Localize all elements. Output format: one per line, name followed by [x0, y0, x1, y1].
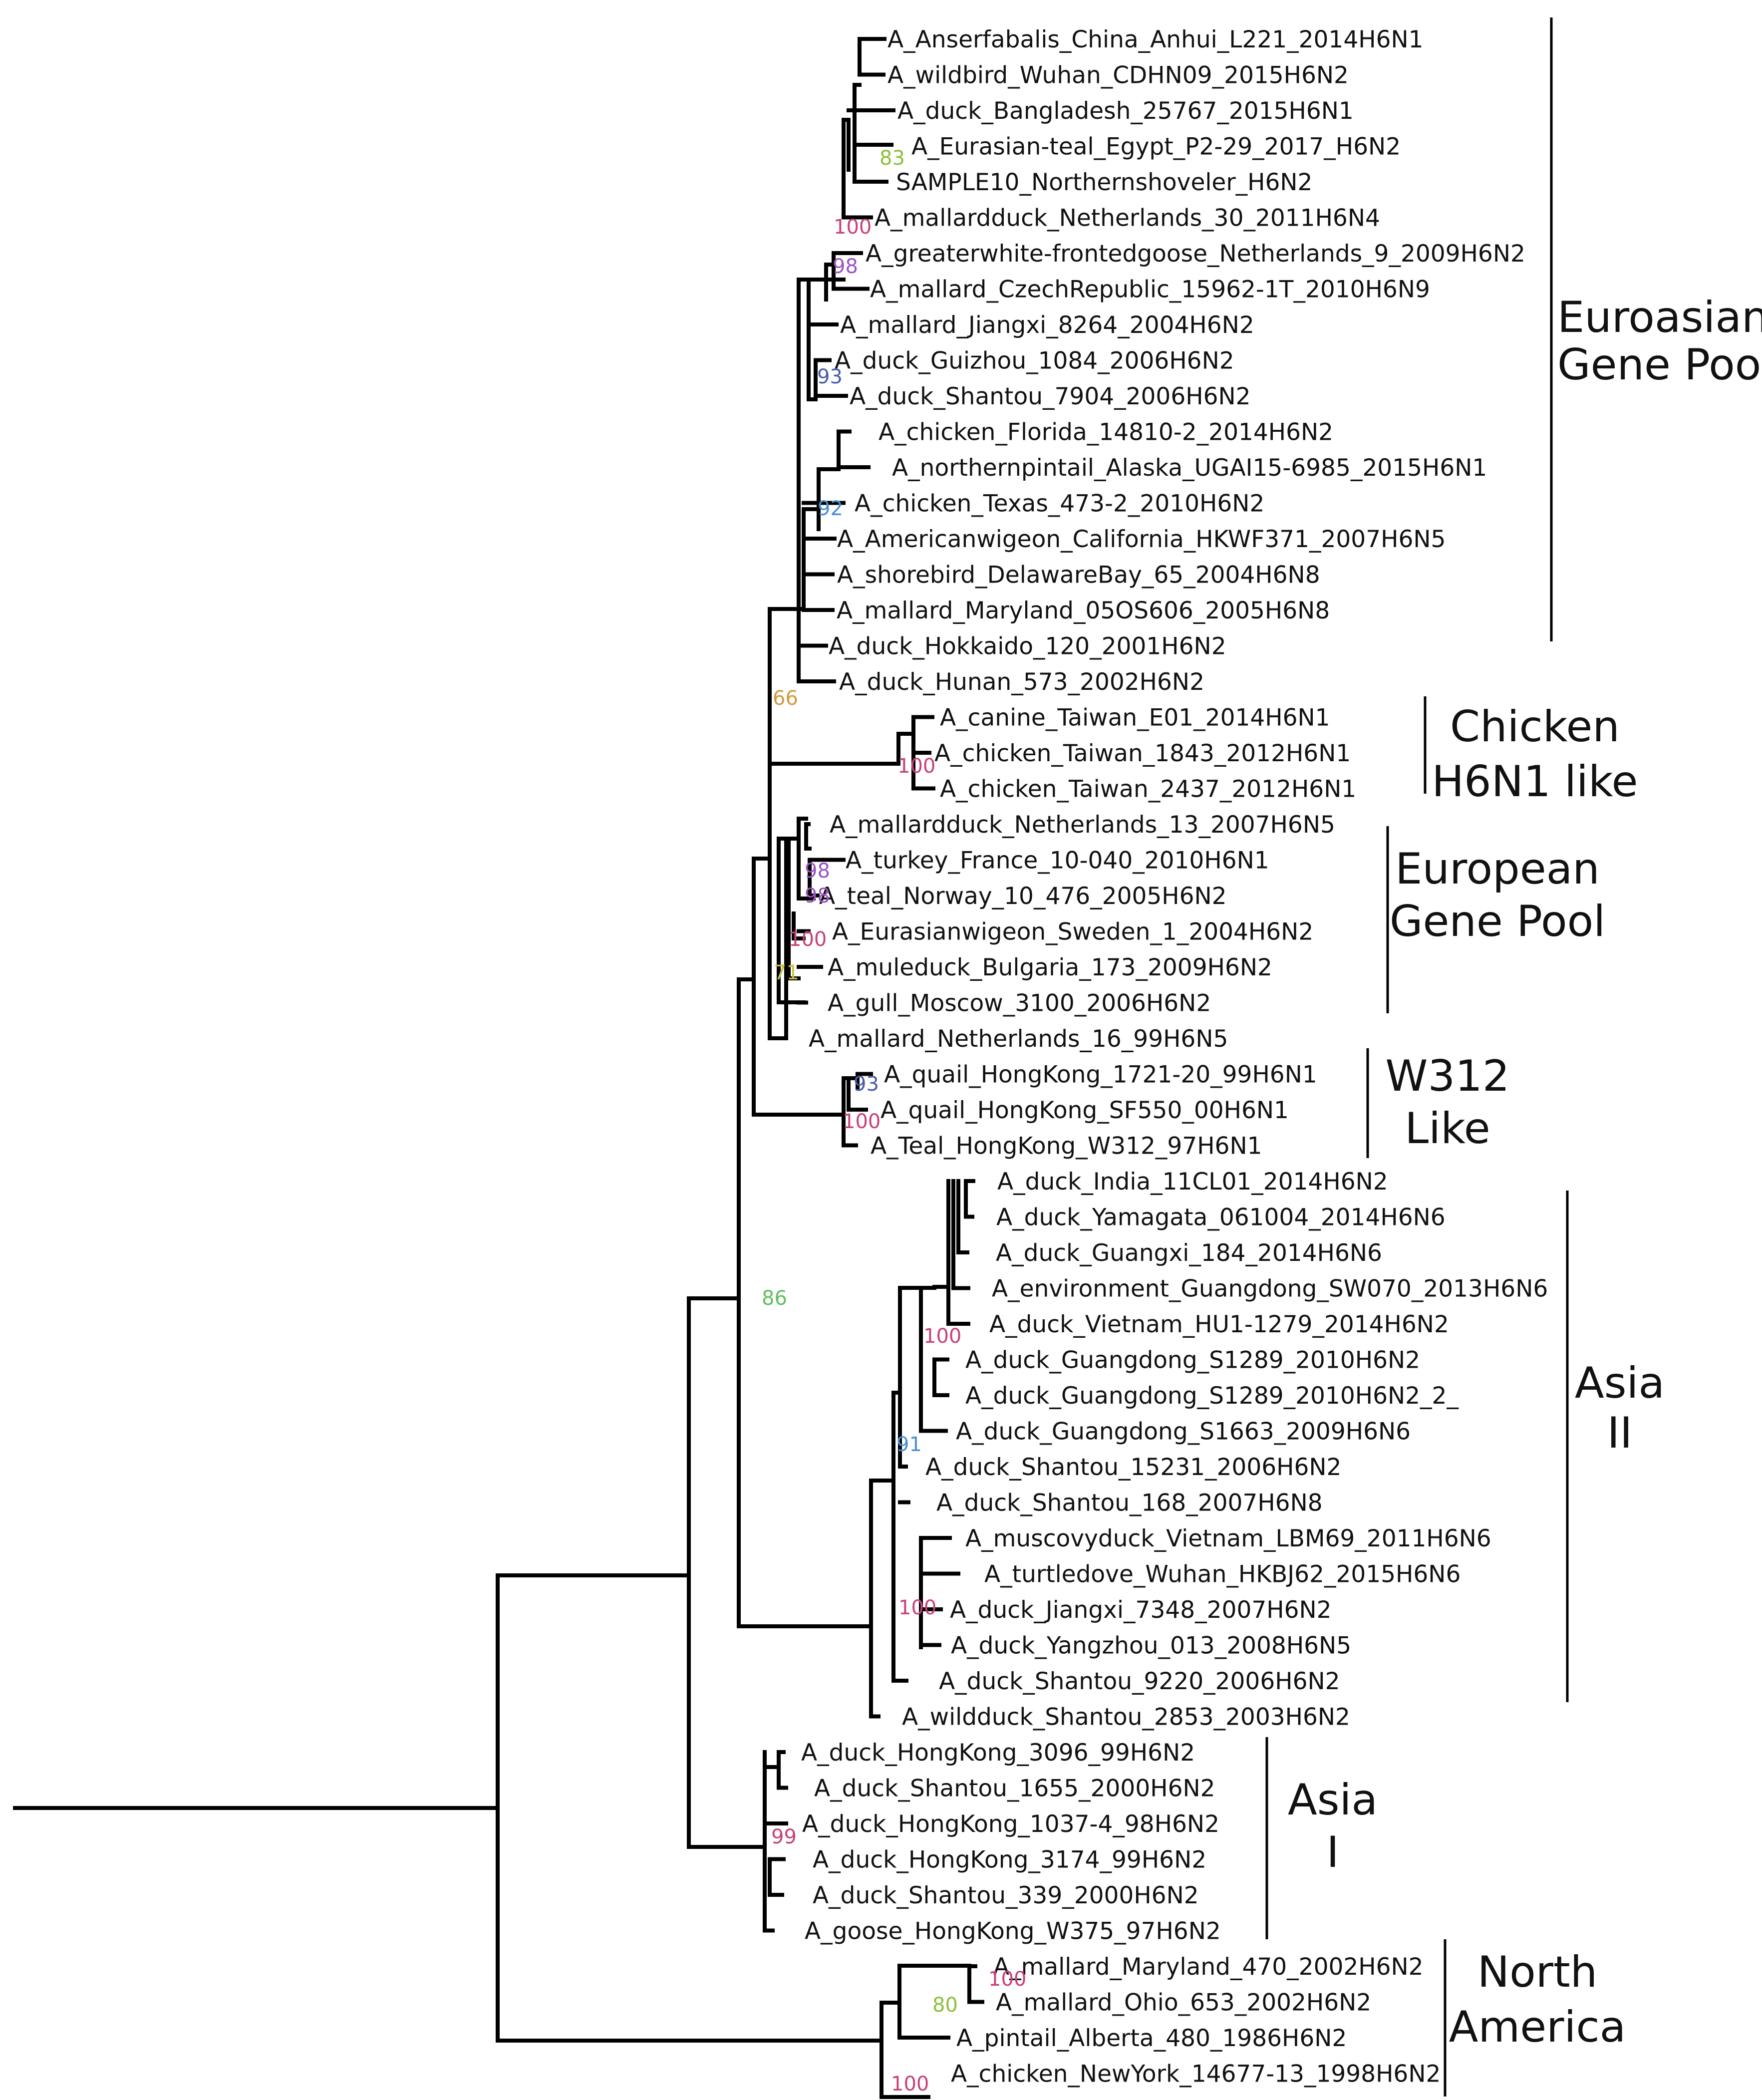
taxon-label: A_duck_HongKong_3096_99H6N2: [801, 1739, 1195, 1767]
taxon-label: A_mallardduck_Netherlands_13_2007H6N5: [830, 811, 1335, 839]
tree-branches: [13, 37, 984, 2099]
taxon-label: A_Eurasianwigeon_Sweden_1_2004H6N2: [832, 918, 1313, 946]
taxon-label: A_duck_Shantou_9220_2006H6N2: [939, 1668, 1340, 1695]
bootstrap-value: 100: [789, 928, 827, 951]
taxon-label: A_duck_Hunan_573_2002H6N2: [839, 668, 1204, 696]
taxon-label: A_Eurasian-teal_Egypt_P2-29_2017_H6N2: [911, 133, 1401, 161]
clade-label-line2: I: [1326, 1827, 1339, 1877]
taxon-label: A_northernpintail_Alaska_UGAI15-6985_201…: [892, 454, 1487, 482]
taxon-label: A_duck_Guangdong_S1289_2010H6N2: [965, 1347, 1420, 1374]
taxon-label: A_mallard_Maryland_470_2002H6N2: [993, 1953, 1424, 1981]
taxon-label: A_duck_Guangdong_S1289_2010H6N2_2_: [965, 1382, 1459, 1410]
taxon-label: A_mallardduck_Netherlands_30_2011H6N4: [875, 205, 1380, 232]
clade-label-line2: Gene Pool: [1390, 897, 1605, 946]
taxon-label: A_quail_HongKong_1721-20_99H6N1: [884, 1061, 1317, 1089]
taxon-label: A_mallard_Netherlands_16_99H6N5: [809, 1025, 1228, 1053]
taxon-label: A_shorebird_DelawareBay_65_2004H6N8: [837, 562, 1320, 589]
taxon-label: SAMPLE10_Northernshoveler_H6N2: [896, 169, 1312, 196]
clade-label-line2: America: [1449, 2002, 1626, 2052]
clade-label-line1: European: [1395, 844, 1600, 894]
clade-label-line2: H6N1 like: [1432, 757, 1638, 807]
taxon-label: A_mallard_Jiangxi_8264_2004H6N2: [840, 311, 1254, 339]
taxon-label: A_duck_Hokkaido_120_2001H6N2: [829, 633, 1226, 660]
taxon-label: A_Anserfabalis_China_Anhui_L221_2014H6N1: [887, 26, 1424, 53]
clade-label-line1: Chicken: [1450, 702, 1620, 752]
taxon-label: A_turtledove_Wuhan_HKBJ62_2015H6N6: [984, 1561, 1461, 1588]
taxon-label: A_chicken_NewYork_14677-13_1998H6N2: [951, 2061, 1441, 2088]
bootstrap-value: 98: [805, 885, 830, 907]
taxon-label: A_mallard_Ohio_653_2002H6N2: [996, 1989, 1371, 2017]
taxon-label: A_Americanwigeon_California_HKWF371_2007…: [837, 526, 1446, 553]
clade-label-line1: Asia: [1575, 1358, 1665, 1408]
bootstrap-value: 80: [932, 1994, 958, 2017]
bootstrap-values: 8310098939266100989810071931008610091100…: [762, 147, 1026, 2096]
taxon-label: A_chicken_Taiwan_1843_2012H6N1: [934, 740, 1351, 767]
clade-label-line2: Gene Pool: [1557, 340, 1762, 390]
taxon-label: A_muscovyduck_Vietnam_LBM69_2011H6N6: [965, 1525, 1491, 1552]
taxon-label: A_goose_HongKong_W375_97H6N2: [805, 1918, 1221, 1945]
taxon-label: A_duck_India_11CL01_2014H6N2: [997, 1168, 1388, 1196]
bootstrap-value: 92: [818, 497, 843, 520]
taxon-label: A_greaterwhite-frontedgoose_Netherlands_…: [866, 240, 1525, 268]
taxon-label: A_gull_Moscow_3100_2006H6N2: [828, 990, 1211, 1017]
taxon-label: A_canine_Taiwan_E01_2014H6N1: [940, 704, 1330, 732]
taxon-label: A_duck_Vietnam_HU1-1279_2014H6N2: [989, 1311, 1449, 1338]
taxon-label: A_duck_Guangxi_184_2014H6N6: [996, 1239, 1382, 1267]
taxon-label: A_duck_Shantou_1655_2000H6N2: [814, 1775, 1215, 1802]
taxon-label: A_quail_HongKong_SF550_00H6N1: [881, 1097, 1289, 1124]
taxon-label: A_mallard_CzechRepublic_15962-1T_2010H6N…: [870, 276, 1430, 303]
bootstrap-value: 93: [817, 365, 843, 388]
bootstrap-value: 66: [773, 687, 798, 710]
taxon-label: A_duck_HongKong_3174_99H6N2: [813, 1846, 1206, 1874]
clade-label-line2: Like: [1405, 1104, 1490, 1154]
bootstrap-value: 100: [988, 1968, 1026, 1991]
bootstrap-value: 100: [891, 2073, 929, 2096]
taxon-label: A_duck_Shantou_15231_2006H6N2: [925, 1454, 1341, 1481]
clade-label-line2: II: [1607, 1408, 1633, 1458]
bootstrap-value: 100: [897, 755, 935, 778]
bootstrap-value: 98: [805, 860, 830, 883]
taxon-label: A_duck_Jiangxi_7348_2007H6N2: [950, 1596, 1332, 1624]
bootstrap-value: 99: [771, 1825, 797, 1848]
taxon-label: A_wildduck_Shantou_2853_2003H6N2: [902, 1704, 1350, 1731]
taxon-label: A_chicken_Florida_14810-2_2014H6N2: [879, 419, 1333, 446]
bootstrap-value: 83: [880, 147, 905, 170]
taxon-label: A_duck_Shantou_7904_2006H6N2: [850, 383, 1251, 410]
clade-label-line1: Euroasian: [1557, 293, 1762, 342]
bootstrap-value: 100: [834, 216, 872, 239]
taxon-label: A_duck_Bangladesh_25767_2015H6N1: [897, 97, 1354, 125]
taxon-label: A_mallard_Maryland_05OS606_2005H6N8: [837, 597, 1330, 624]
bootstrap-value: 91: [896, 1433, 922, 1456]
taxon-label: A_duck_Shantou_168_2007H6N8: [936, 1490, 1323, 1517]
bootstrap-value: 86: [762, 1287, 787, 1310]
bootstrap-value: 71: [774, 961, 799, 984]
taxon-label: A_teal_Norway_10_476_2005H6N2: [819, 883, 1227, 910]
bootstrap-value: 93: [854, 1073, 879, 1096]
bootstrap-value: 98: [833, 255, 858, 278]
taxon-label: A_chicken_Taiwan_2437_2012H6N1: [940, 776, 1356, 803]
taxon-label: A_turkey_France_10-040_2010H6N1: [846, 847, 1269, 875]
taxon-label: A_Teal_HongKong_W312_97H6N1: [871, 1133, 1262, 1160]
taxon-label: A_wildbird_Wuhan_CDHN09_2015H6N2: [887, 62, 1349, 89]
taxon-label: A_duck_Shantou_339_2000H6N2: [813, 1882, 1199, 1909]
taxon-label: A_duck_Yangzhou_013_2008H6N5: [951, 1632, 1351, 1660]
taxon-label: A_duck_HongKong_1037-4_98H6N2: [802, 1810, 1219, 1838]
taxon-label: A_duck_Yamagata_061004_2014H6N6: [996, 1204, 1446, 1231]
clade-label-line1: Asia: [1288, 1775, 1378, 1825]
taxon-label: A_muleduck_Bulgaria_173_2009H6N2: [828, 954, 1272, 981]
bootstrap-value: 100: [923, 1325, 961, 1348]
clade-label-line1: W312: [1385, 1051, 1509, 1101]
taxon-label: A_chicken_Texas_473-2_2010H6N2: [855, 490, 1264, 518]
taxon-label: A_duck_Guizhou_1084_2006H6N2: [835, 347, 1234, 375]
bootstrap-value: 100: [898, 1596, 936, 1619]
taxon-label: A_duck_Guangdong_S1663_2009H6N6: [956, 1418, 1411, 1446]
taxon-label: A_pintail_Alberta_480_1986H6N2: [956, 2025, 1347, 2052]
taxon-labels: A_Anserfabalis_China_Anhui_L221_2014H6N1…: [801, 26, 1548, 2088]
taxon-label: A_environment_Guangdong_SW070_2013H6N6: [992, 1275, 1548, 1303]
bootstrap-value: 100: [843, 1110, 881, 1133]
clade-label-line1: North: [1477, 1947, 1598, 1997]
